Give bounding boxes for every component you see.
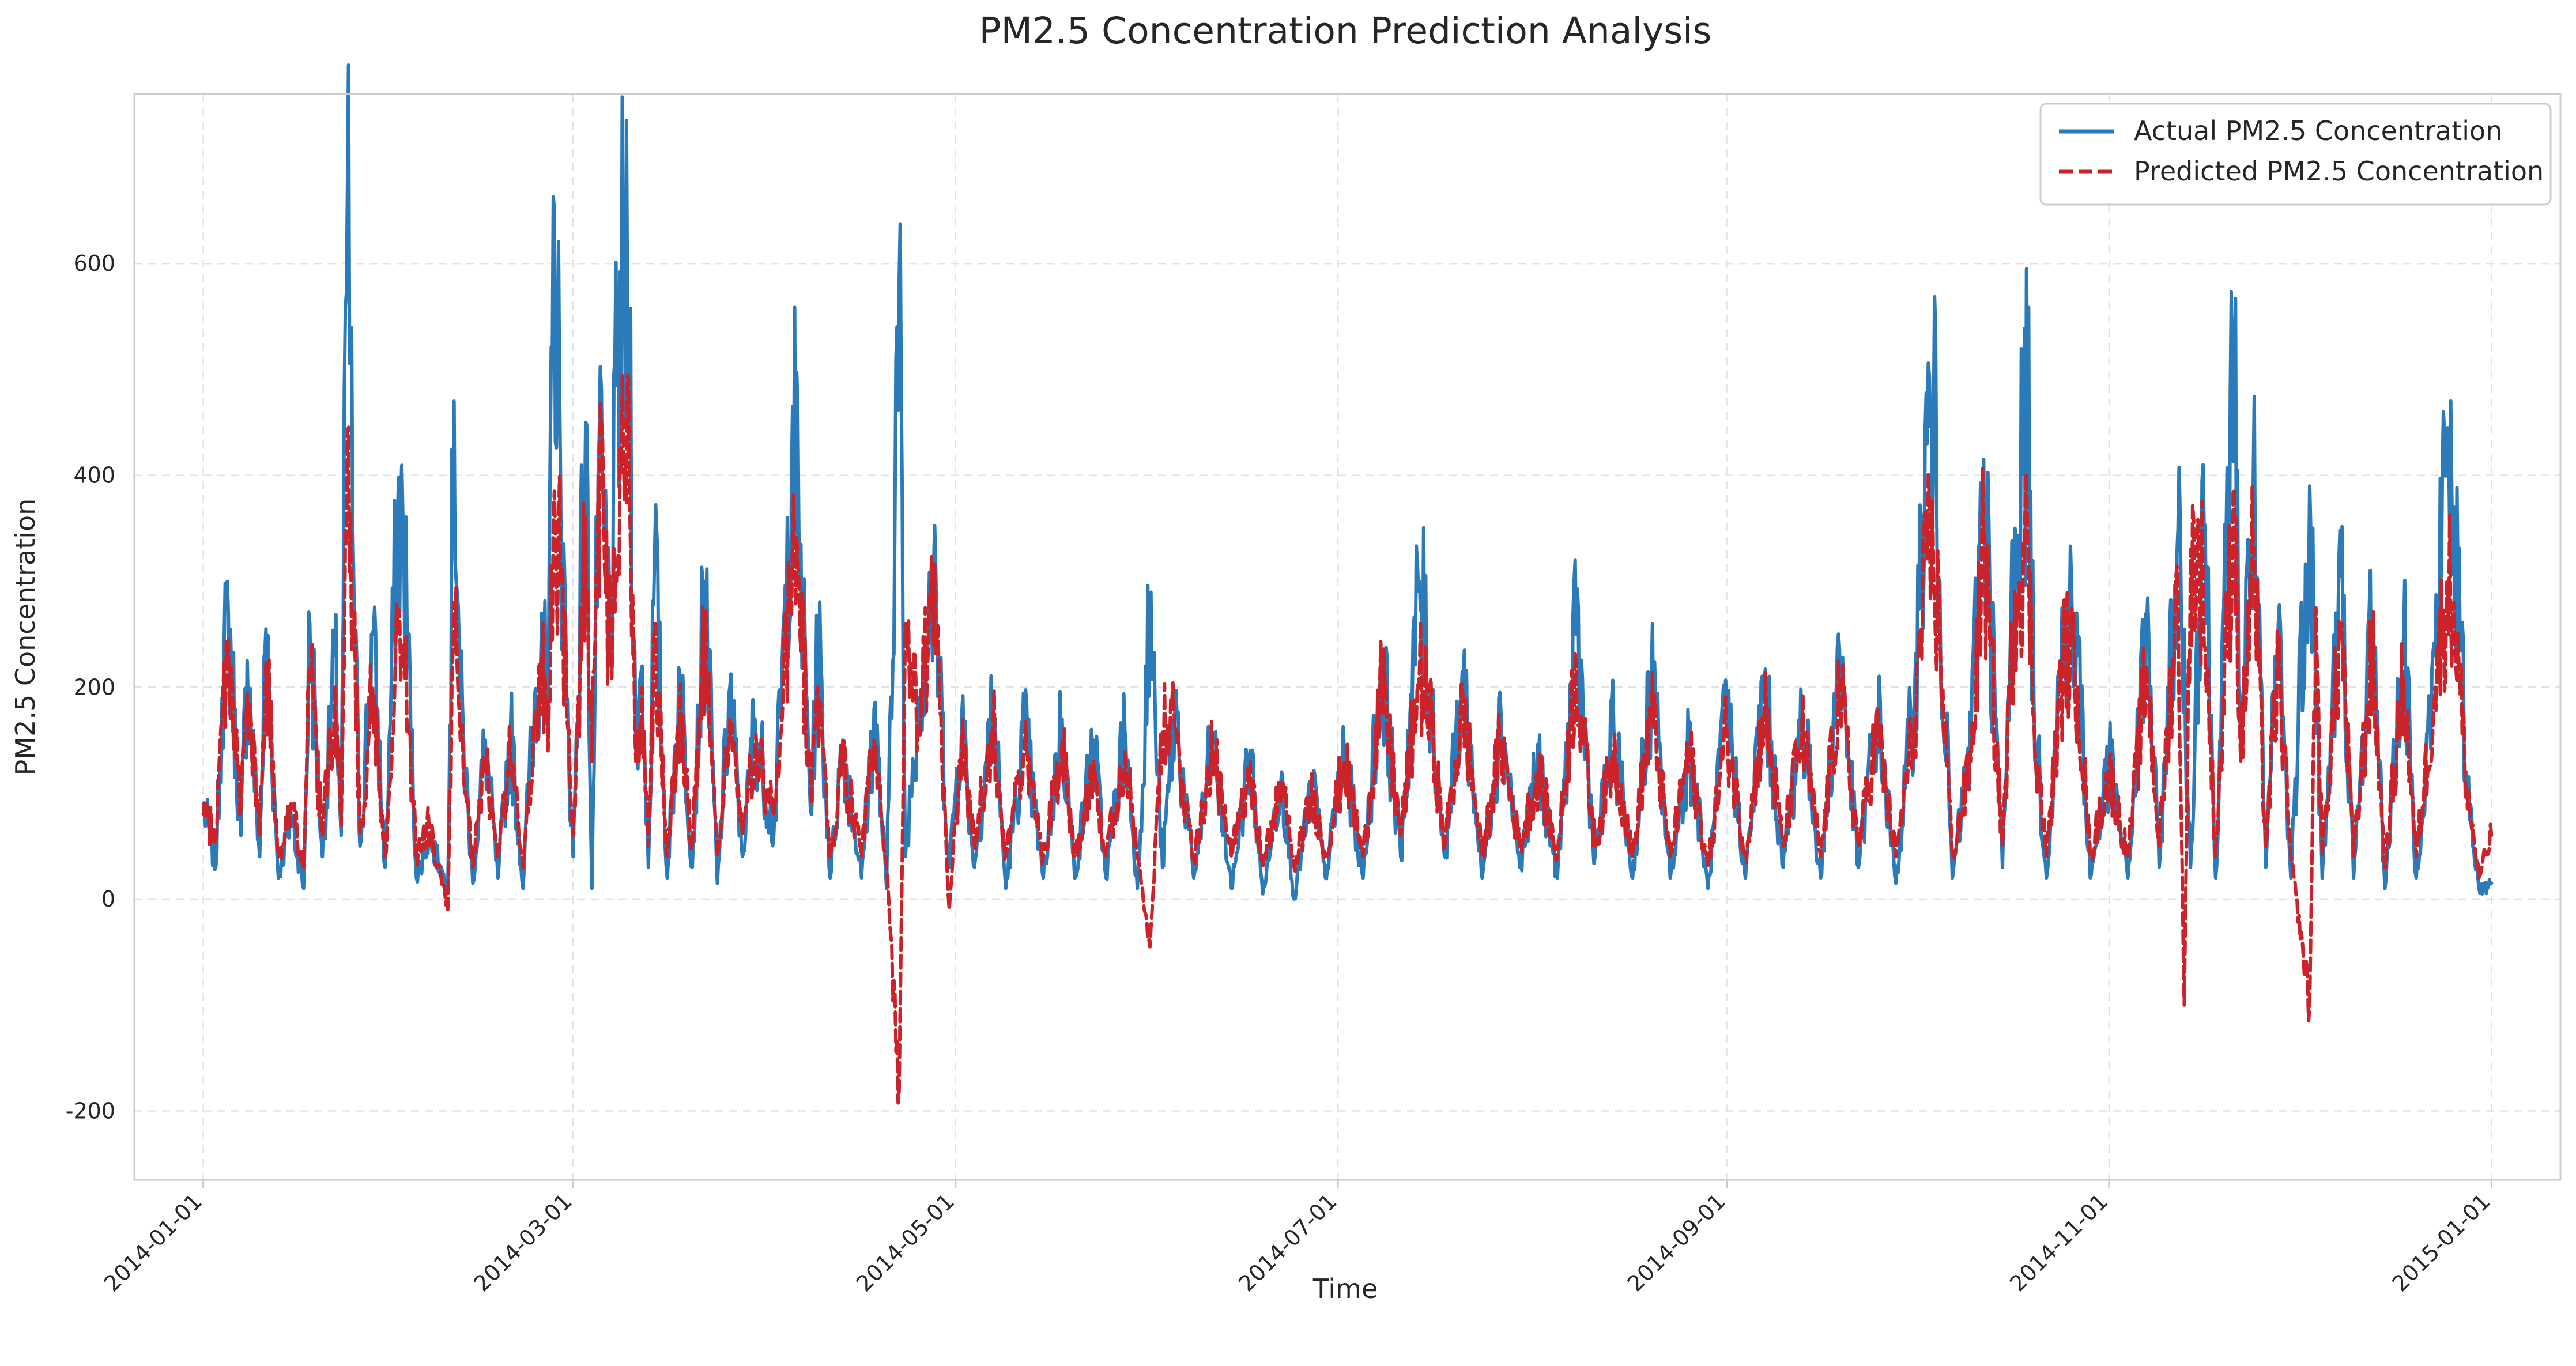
chart-title: PM2.5 Concentration Prediction Analysis [979, 10, 1712, 52]
y-tick-label: 200 [73, 674, 115, 700]
plot-frame [133, 93, 2562, 1181]
legend-label-predicted: Predicted PM2.5 Concentration [2134, 156, 2544, 187]
y-tick-label: 600 [73, 251, 115, 276]
x-axis-label: Time [1312, 1273, 1378, 1304]
series-layer [201, 63, 2494, 1105]
legend: Actual PM2.5 Concentration Predicted PM2… [2039, 103, 2552, 206]
legend-label-actual: Actual PM2.5 Concentration [2134, 115, 2502, 146]
y-tick-label: -200 [66, 1099, 115, 1124]
legend-box [2039, 103, 2552, 206]
y-tick-label: 400 [73, 463, 115, 488]
y-axis-label: PM2.5 Concentration [10, 499, 41, 776]
y-axis: -200 0 200 400 600 [66, 251, 115, 1123]
series-line-predicted [201, 373, 2494, 1105]
y-tick-label: 0 [101, 886, 115, 912]
